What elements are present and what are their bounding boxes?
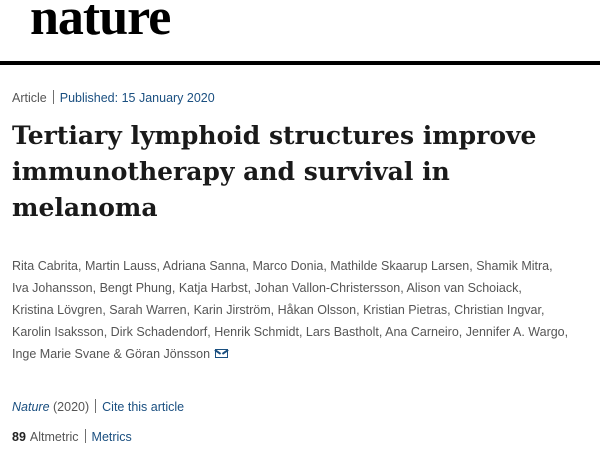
metrics-line: 89 Altmetric Metrics [12,429,132,444]
author-name[interactable]: Iva Johansson [12,281,93,295]
journal-name[interactable]: Nature [12,400,50,414]
metrics-link[interactable]: Metrics [91,430,132,444]
masthead-divider [0,61,600,65]
metrics-separator [84,429,86,443]
citation-line: Nature (2020) Cite this article [12,399,184,414]
citation-separator [95,399,97,413]
author-name[interactable]: Jennifer A. Wargo [465,325,565,339]
author-name[interactable]: Alison van Schoiack [406,281,519,295]
author-name[interactable]: Rita Cabrita [12,259,78,273]
author-name[interactable]: Shamik Mitra [476,259,550,273]
author-name[interactable]: Martin Lauss [84,259,157,273]
author-name[interactable]: Katja Harbst [178,281,248,295]
author-name[interactable]: Johan Vallon-Christersson [254,281,401,295]
author-joiner: & [113,347,122,361]
meta-separator [52,90,54,104]
altmetric-label[interactable]: Altmetric [29,430,79,444]
author-name[interactable]: Mathilde Skaarup Larsen [330,259,470,273]
author-name[interactable]: Sarah Warren [109,303,187,317]
author-name[interactable]: Inge Marie Svane [12,347,110,361]
nature-logo[interactable]: nature [30,0,171,46]
article-type: Article [12,91,47,105]
author-name[interactable]: Kristian Pietras [363,303,448,317]
article-title: Tertiary lymphoid structures improve imm… [12,121,537,222]
author-name[interactable]: Karin Jirström [193,303,271,317]
author-name[interactable]: Lars Bastholt [305,325,379,339]
author-name[interactable]: Marco Donia [252,259,324,273]
author-name[interactable]: Ana Carneiro [385,325,459,339]
author-list: Rita Cabrita, Martin Lauss, Adriana Sann… [12,259,569,361]
author-name[interactable]: Kristina Lövgren [12,303,103,317]
cite-this-article-link[interactable]: Cite this article [102,400,185,414]
article-meta: Article Published: 15 January 2020 [12,90,215,105]
published-date: Published: 15 January 2020 [59,91,215,105]
author-name[interactable]: Christian Ingvar [454,303,541,317]
author-name[interactable]: Bengt Phung [99,281,172,295]
author-name[interactable]: Dirk Schadendorf [110,325,208,339]
author-name[interactable]: Henrik Schmidt [214,325,299,339]
author-name[interactable]: Karolin Isaksson [12,325,104,339]
author-name[interactable]: Göran Jönsson [125,347,211,361]
envelope-icon[interactable] [215,349,229,358]
author-name[interactable]: Adriana Sanna [162,259,246,273]
publication-year: (2020) [53,400,90,414]
altmetric-count[interactable]: 89 [12,430,26,444]
masthead: nature [0,0,600,65]
author-name[interactable]: Håkan Olsson [277,303,357,317]
